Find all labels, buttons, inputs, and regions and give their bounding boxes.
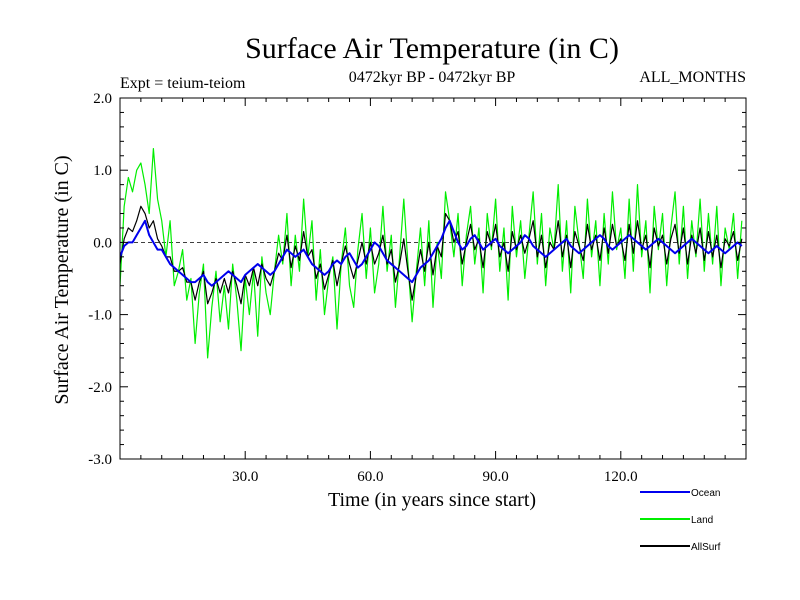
- x-tick-label: 90.0: [482, 469, 508, 485]
- chart-title: Surface Air Temperature (in C): [245, 32, 619, 65]
- y-tick-label: 1.0: [93, 163, 112, 179]
- axis-ticks: [120, 98, 746, 459]
- y-tick-label: -1.0: [88, 308, 112, 324]
- series-line-ocean: [120, 219, 743, 287]
- legend-label-ocean: Ocean: [691, 488, 720, 499]
- legend: Ocean Land AllSurf: [640, 488, 721, 553]
- x-tick-label: 60.0: [357, 469, 383, 485]
- y-tick-label: -2.0: [88, 380, 112, 396]
- axis-tick-labels: 30.0 60.0 90.0 120.0 2.0 1.0 0.0 -1.0 -2.0 -3.0: [88, 91, 637, 485]
- plot-frame: [119, 97, 747, 460]
- x-tick-label: 120.0: [604, 469, 638, 485]
- x-axis-label: Time (in years since start): [328, 489, 536, 511]
- series-line-land: [120, 147, 743, 359]
- y-tick-label: -3.0: [88, 452, 112, 468]
- experiment-label: Expt = teium-teiom: [120, 75, 246, 92]
- legend-label-land: Land: [691, 515, 713, 526]
- y-tick-label: 2.0: [93, 91, 112, 107]
- x-tick-label: 30.0: [232, 469, 258, 485]
- period-label: 0472kyr BP - 0472kyr BP: [349, 69, 516, 86]
- y-axis-label: Surface Air Temperature (in C): [51, 155, 73, 404]
- legend-label-allsurf: AllSurf: [691, 542, 721, 553]
- y-tick-label: 0.0: [93, 235, 112, 251]
- months-label: ALL_MONTHS: [639, 69, 746, 86]
